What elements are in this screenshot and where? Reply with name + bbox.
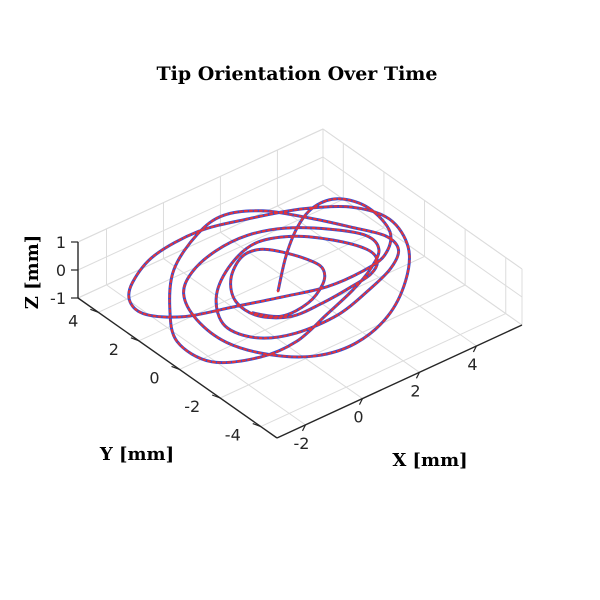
x-axis-line	[276, 324, 523, 439]
floor-grid-line-x	[106, 284, 306, 426]
right-wall-grid-line-z	[322, 156, 523, 298]
x-tick-label: 2	[410, 381, 420, 400]
box-edge	[77, 128, 324, 243]
y-tick-label: -4	[225, 426, 241, 445]
floor-grid-line-y	[138, 227, 385, 342]
back-wall-grid-line-z	[77, 156, 324, 271]
z-tick-label: 1	[56, 233, 66, 252]
y-axis-label: Y [mm]	[99, 444, 174, 465]
y-tick-mark	[130, 337, 140, 342]
floor-grid-line-x	[220, 231, 420, 373]
floor-grid-line-y	[260, 313, 506, 428]
x-tick-mark	[415, 372, 420, 379]
x-axis-label: X [mm]	[392, 450, 467, 471]
curve-layer	[127, 197, 411, 365]
y-tick-label: -2	[184, 397, 200, 416]
x-tick-mark	[301, 424, 307, 432]
x-tick-mark	[472, 345, 477, 353]
z-axis-label: Z [mm]	[22, 235, 43, 310]
floor-grid-line-y	[219, 284, 466, 399]
grid-layer	[77, 128, 523, 428]
y-tick-label: 4	[68, 311, 78, 330]
y-tick-label: 0	[149, 368, 159, 387]
z-tick-label: -1	[50, 289, 66, 308]
x-tick-label: 0	[353, 408, 363, 427]
floor-grid-line-x	[163, 258, 363, 399]
y-tick-mark	[211, 394, 221, 399]
x-tick-mark	[358, 398, 364, 405]
y-tick-mark	[252, 423, 261, 428]
y-axis-line	[77, 297, 278, 439]
y-tick-mark	[90, 308, 99, 313]
z-tick-label: 0	[56, 261, 66, 280]
chart-title: Tip Orientation Over Time	[157, 63, 438, 85]
floor-grid-line-x	[277, 205, 477, 347]
box-edge	[322, 128, 523, 270]
series-line-dotted	[127, 197, 411, 364]
x-tick-label: -2	[294, 434, 310, 453]
y-tick-label: 2	[109, 340, 119, 359]
y-tick-mark	[171, 365, 180, 370]
box-edge	[77, 184, 324, 299]
x-tick-label: 4	[467, 355, 477, 374]
